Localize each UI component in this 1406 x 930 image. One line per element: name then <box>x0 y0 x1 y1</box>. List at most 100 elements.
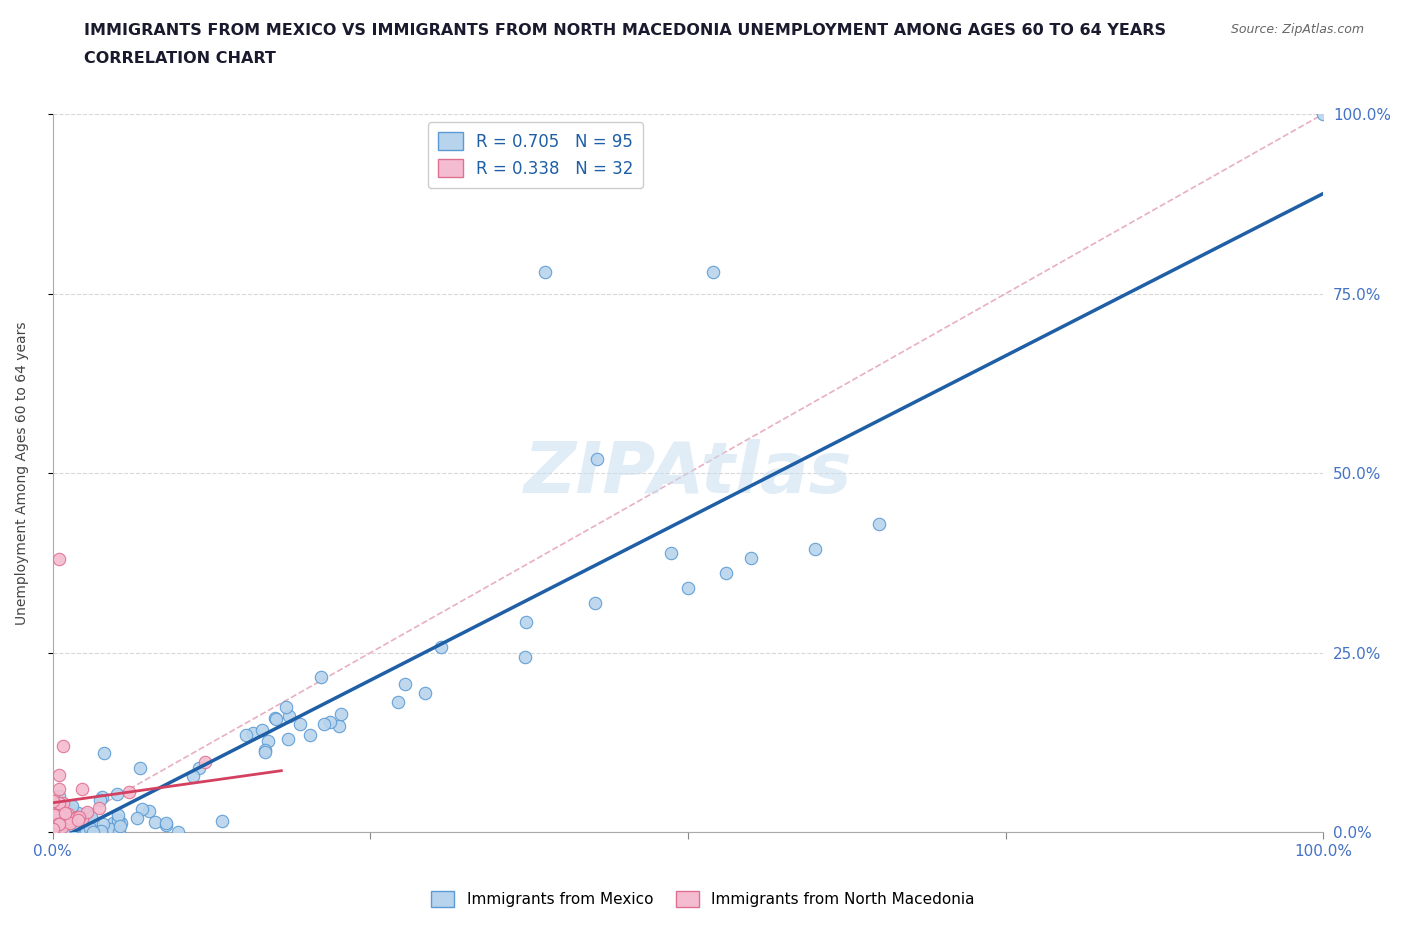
Point <box>60 798 83 813</box>
Point <box>91 817 114 831</box>
Legend: Immigrants from Mexico, Immigrants from North Macedonia: Immigrants from Mexico, Immigrants from … <box>425 884 981 913</box>
Point <box>254 743 277 758</box>
Point <box>804 542 827 557</box>
Point <box>76 822 98 837</box>
Point <box>264 711 287 725</box>
Point <box>60 824 83 839</box>
Point <box>51 819 73 834</box>
Point <box>868 516 890 531</box>
Point <box>66 818 89 833</box>
Point <box>41 789 63 804</box>
Point <box>65 809 87 824</box>
Point <box>330 707 353 722</box>
Point <box>87 800 110 815</box>
Point <box>257 734 280 749</box>
Text: Source: ZipAtlas.com: Source: ZipAtlas.com <box>1230 23 1364 36</box>
Point <box>107 807 129 822</box>
Point <box>250 723 273 737</box>
Point <box>413 685 436 700</box>
Point <box>59 802 82 817</box>
Y-axis label: Unemployment Among Ages 60 to 64 years: Unemployment Among Ages 60 to 64 years <box>15 322 30 625</box>
Text: IMMIGRANTS FROM MEXICO VS IMMIGRANTS FROM NORTH MACEDONIA UNEMPLOYMENT AMONG AGE: IMMIGRANTS FROM MEXICO VS IMMIGRANTS FRO… <box>84 23 1167 38</box>
Point <box>70 810 93 825</box>
Point <box>89 792 111 807</box>
Point <box>59 815 82 830</box>
Legend: R = 0.705   N = 95, R = 0.338   N = 32: R = 0.705 N = 95, R = 0.338 N = 32 <box>427 123 644 188</box>
Point <box>534 265 557 280</box>
Point <box>309 670 332 684</box>
Point <box>82 814 104 829</box>
Point <box>70 816 93 830</box>
Point <box>52 738 75 753</box>
Point <box>277 731 299 746</box>
Point <box>46 817 69 831</box>
Point <box>45 825 67 840</box>
Point <box>118 784 141 799</box>
Point <box>41 822 63 837</box>
Point <box>105 787 128 802</box>
Point <box>585 451 607 466</box>
Point <box>264 711 287 726</box>
Point <box>70 811 93 826</box>
Point <box>46 820 69 835</box>
Point <box>63 809 86 824</box>
Point <box>676 580 699 595</box>
Point <box>740 551 762 565</box>
Point <box>56 815 79 830</box>
Point <box>93 745 115 760</box>
Point <box>48 789 70 804</box>
Point <box>69 813 91 828</box>
Point <box>46 803 69 817</box>
Point <box>63 819 86 834</box>
Point <box>108 825 131 840</box>
Point <box>67 805 90 820</box>
Point <box>90 823 112 838</box>
Point <box>48 767 70 782</box>
Point <box>143 815 166 830</box>
Point <box>127 811 149 826</box>
Point <box>48 552 70 567</box>
Point <box>53 806 76 821</box>
Point <box>67 810 90 825</box>
Point <box>188 760 211 775</box>
Point <box>387 695 409 710</box>
Point <box>49 803 72 817</box>
Point <box>659 546 682 561</box>
Point <box>299 728 322 743</box>
Point <box>155 816 177 830</box>
Point <box>319 715 342 730</box>
Point <box>77 821 100 836</box>
Point <box>75 824 97 839</box>
Point <box>80 810 103 825</box>
Point <box>235 727 257 742</box>
Point <box>513 649 536 664</box>
Point <box>194 754 217 769</box>
Point <box>430 640 453 655</box>
Point <box>75 807 97 822</box>
Point <box>70 822 93 837</box>
Point <box>91 790 114 804</box>
Point <box>107 813 129 828</box>
Point <box>714 565 737 580</box>
Point <box>80 824 103 839</box>
Text: ZIPAtlas: ZIPAtlas <box>523 439 852 508</box>
Point <box>59 816 82 830</box>
Point <box>138 804 160 818</box>
Point <box>62 809 84 824</box>
Point <box>48 795 70 810</box>
Point <box>100 821 122 836</box>
Point <box>69 819 91 834</box>
Point <box>48 781 70 796</box>
Point <box>56 819 79 834</box>
Point <box>103 816 125 830</box>
Point <box>41 793 63 808</box>
Point <box>48 817 70 831</box>
Point <box>242 725 264 740</box>
Point <box>254 745 277 760</box>
Point <box>211 814 233 829</box>
Point <box>52 796 75 811</box>
Point <box>70 817 93 832</box>
Point <box>394 677 416 692</box>
Point <box>276 699 298 714</box>
Point <box>167 825 190 840</box>
